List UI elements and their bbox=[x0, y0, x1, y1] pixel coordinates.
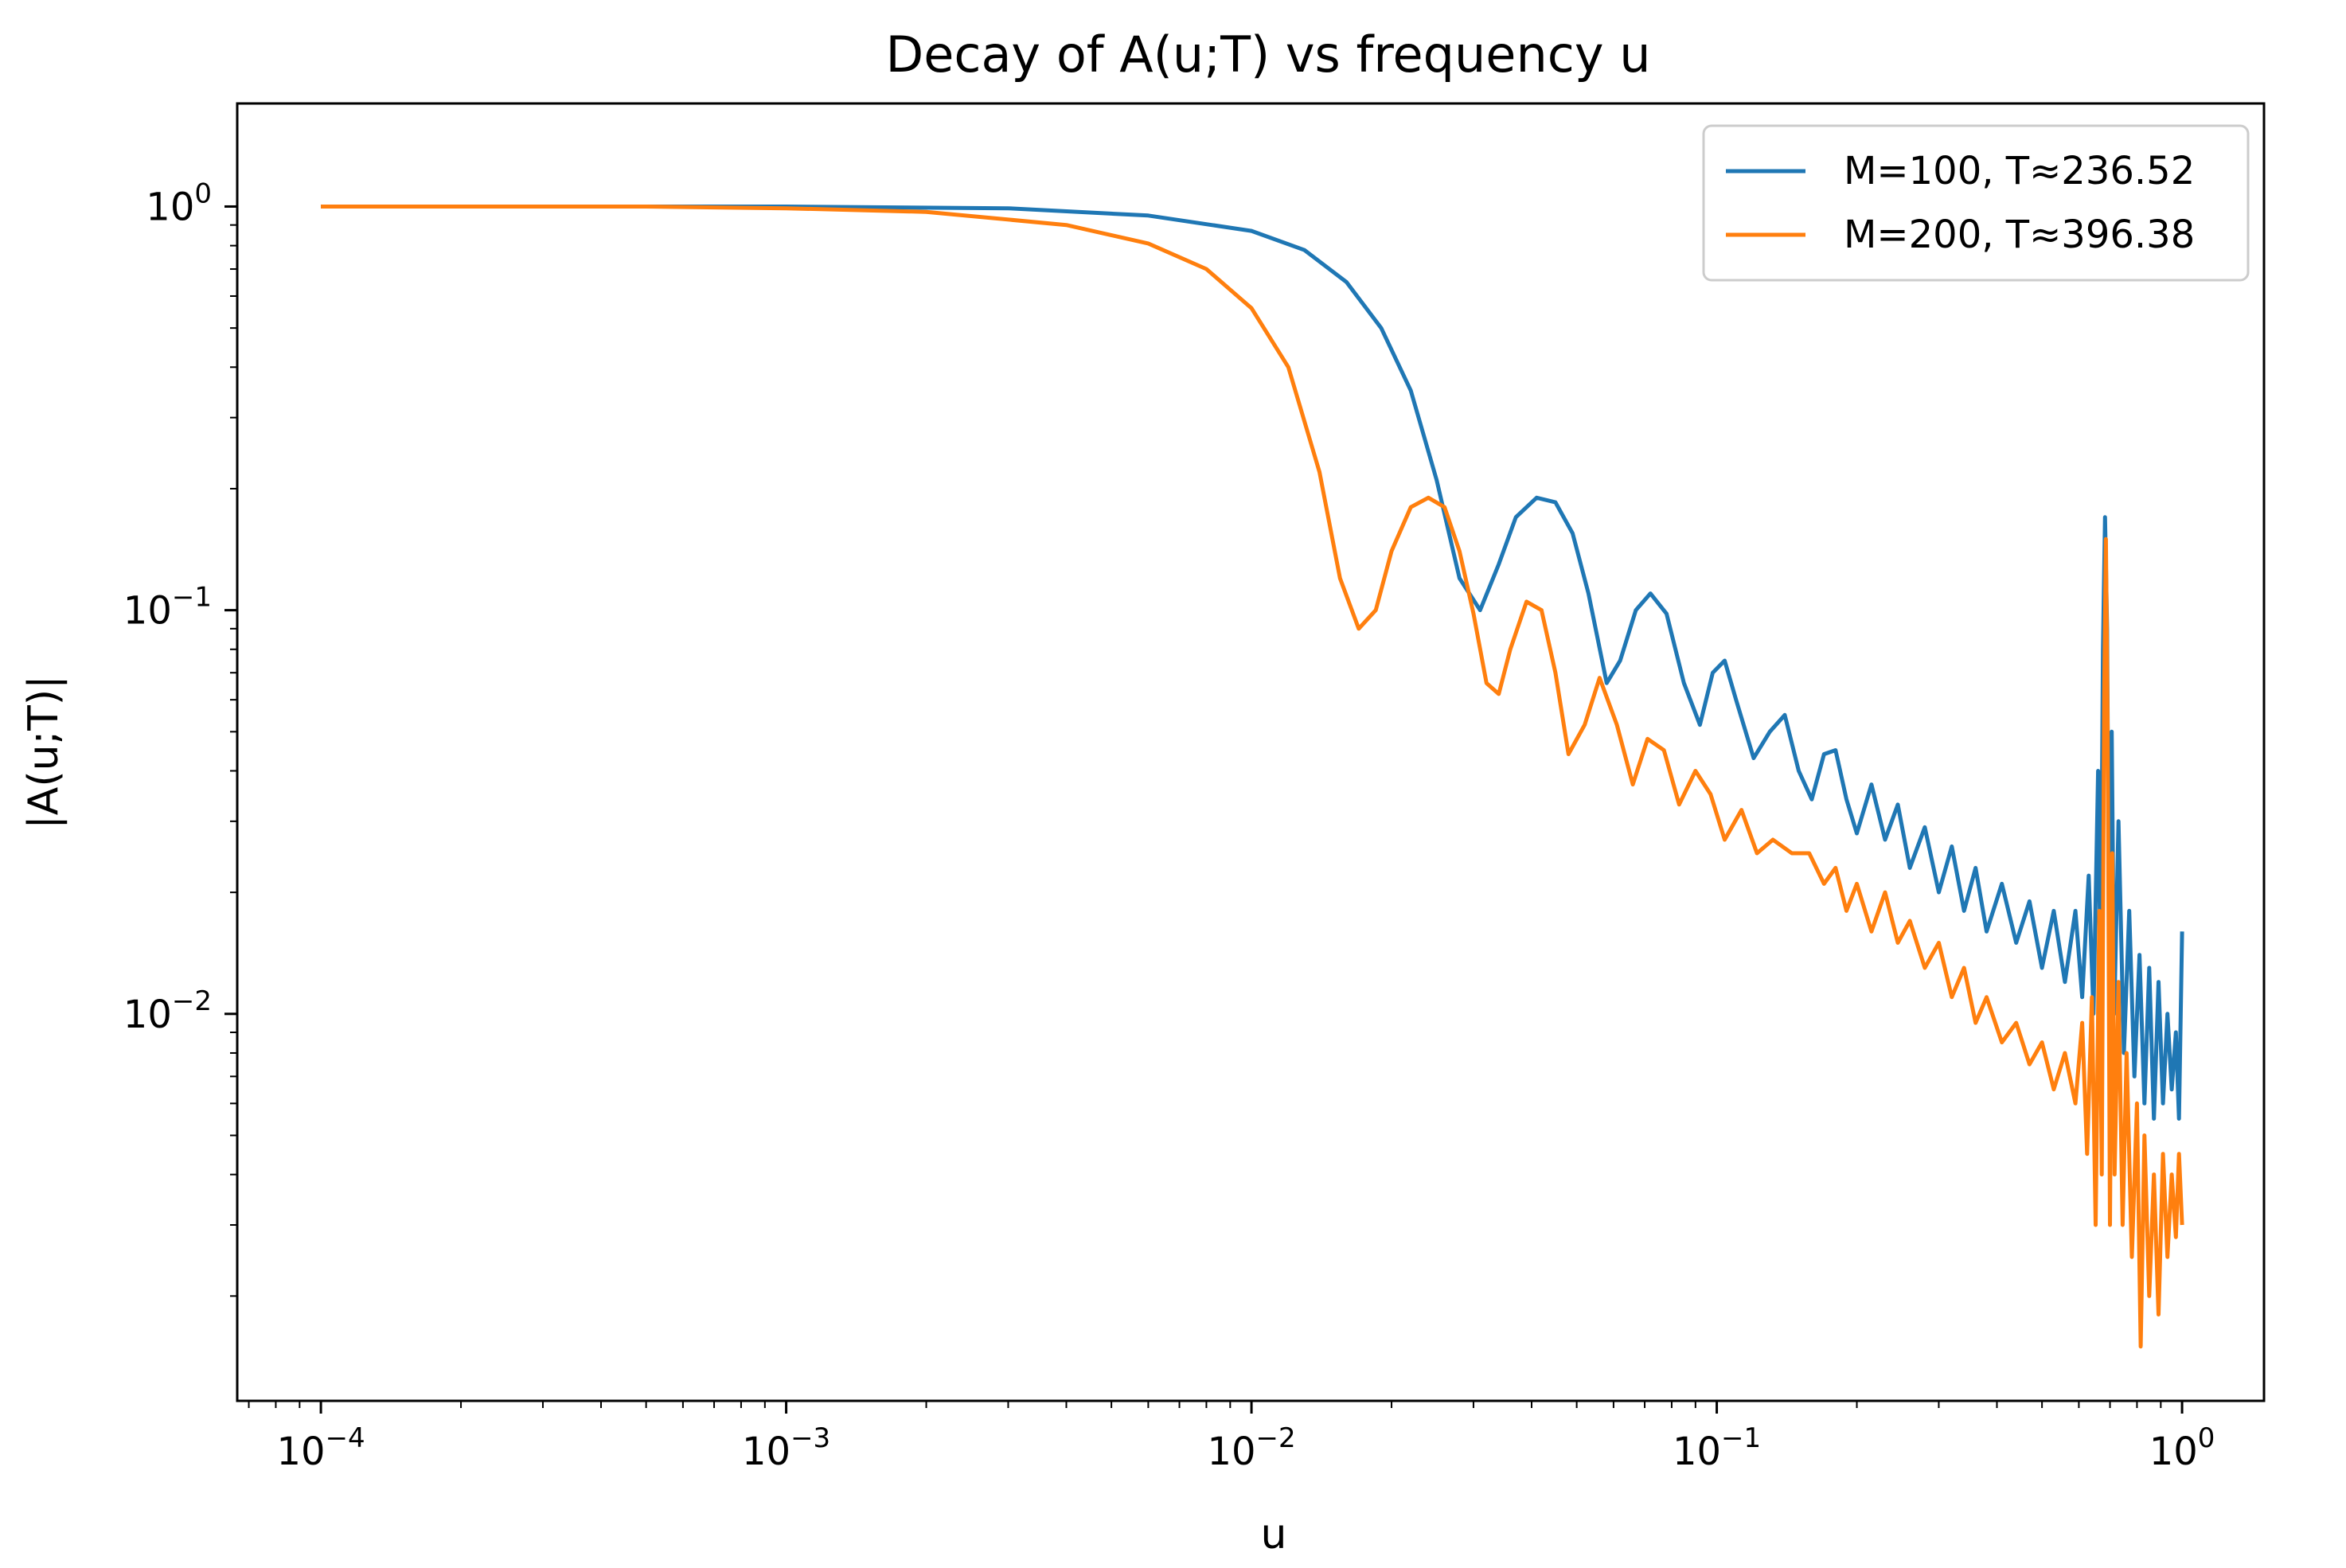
series-line-1 bbox=[321, 205, 2184, 1349]
x-tick-label: 100 bbox=[2149, 1422, 2215, 1474]
y-axis: 100 10−1 10−2 bbox=[123, 177, 237, 1297]
legend-box bbox=[1702, 124, 2250, 282]
x-tick-label: 10−2 bbox=[1207, 1422, 1295, 1474]
chart-title: Decay of A(u;T) vs frequency u bbox=[885, 25, 1650, 84]
x-tick-label: 10−1 bbox=[1673, 1422, 1761, 1474]
legend-label-m200: M=200, T≈396.38 bbox=[1844, 213, 2195, 257]
y-axis-label: |A(u;T)| bbox=[20, 675, 68, 829]
series-layer bbox=[321, 205, 2184, 1349]
y-tick-label: 10−2 bbox=[123, 985, 212, 1037]
legend-label-m100: M=100, T≈236.52 bbox=[1844, 149, 2195, 193]
series-line-0 bbox=[321, 205, 2184, 1121]
x-axis-label: u bbox=[1261, 1511, 1287, 1558]
x-tick-label: 10−4 bbox=[276, 1422, 365, 1474]
legend: M=100, T≈236.52 M=200, T≈396.38 bbox=[1702, 124, 2250, 282]
x-tick-label: 10−3 bbox=[742, 1422, 830, 1474]
y-tick-label: 10−1 bbox=[123, 582, 212, 634]
x-axis: 10−4 10−3 10−2 10−1 100 bbox=[248, 1401, 2215, 1474]
y-tick-label: 100 bbox=[146, 177, 212, 229]
